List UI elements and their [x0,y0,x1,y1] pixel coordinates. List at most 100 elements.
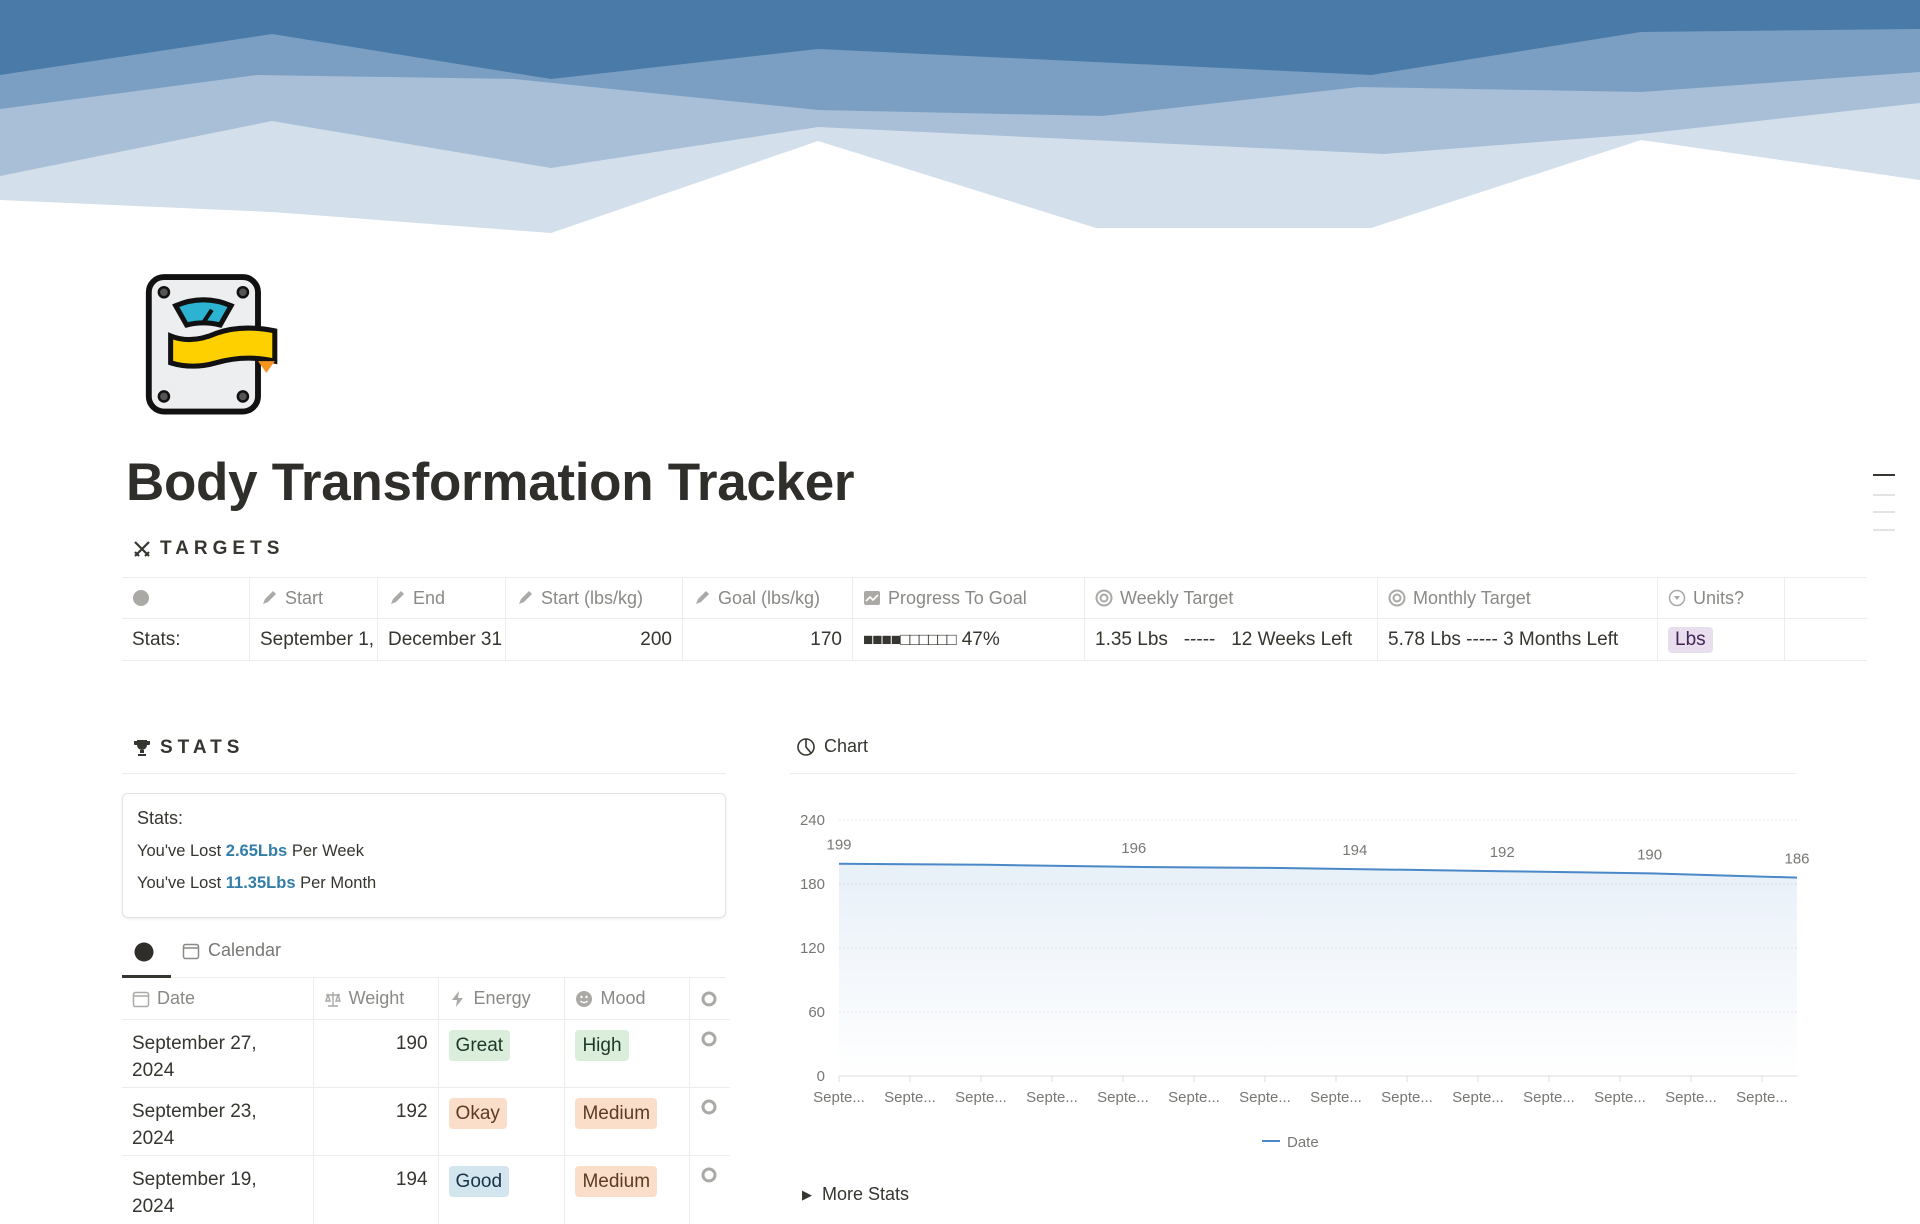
scale-icon [324,990,342,1008]
col-units[interactable]: Units? [1658,578,1785,618]
col-mood[interactable]: Mood [565,978,690,1019]
y-tick-label: 60 [808,1004,825,1021]
energy-cell[interactable]: Great [439,1020,566,1087]
callout-title: Stats: [137,808,711,829]
units[interactable]: Lbs [1658,619,1785,660]
weight-cell[interactable]: 192 [314,1088,439,1155]
units-tag: Lbs [1668,627,1713,653]
x-tick-label: Septe... [1168,1089,1220,1106]
weekly-target: 1.35 Lbs ----- 12 Weeks Left [1085,619,1378,660]
data-label: 192 [1490,844,1515,861]
circle-icon [700,1098,718,1116]
triangle-right-icon: ▶ [802,1187,812,1203]
cover-banner [0,0,1920,240]
weight-cell[interactable]: 194 [314,1156,439,1224]
progress-bar: ■■■■□□□□□□ [863,630,956,650]
more-stats-toggle[interactable]: ▶More Stats [802,1184,909,1205]
col-start-weight[interactable]: Start (lbs/kg) [506,578,683,618]
data-label: 199 [826,837,851,854]
calendar-icon [182,942,200,960]
x-tick-label: Septe... [1523,1089,1575,1106]
start-date[interactable]: September 1, [250,619,378,660]
date-cell[interactable]: September 19, 2024 [122,1156,314,1224]
end-date[interactable]: December 31 [378,619,506,660]
tab-calendar[interactable]: Calendar [182,940,281,961]
targets-heading: TARGETS [132,538,284,560]
y-tick-label: 240 [800,812,825,829]
target-icon [1388,589,1406,607]
date-cell[interactable]: September 23, 2024 [122,1088,314,1155]
scale-tape-icon [132,262,300,430]
target-icon [1095,589,1113,607]
pencil-icon [516,589,534,607]
col-end[interactable]: End [378,578,506,618]
mood-tag: Medium [575,1098,657,1129]
energy-cell[interactable]: Okay [439,1088,566,1155]
pencil-icon [260,589,278,607]
page-title: Body Transformation Tracker [126,452,854,513]
y-tick-label: 180 [800,876,825,893]
row-label[interactable]: Stats: [122,619,250,660]
energy-tag: Great [449,1030,511,1061]
status-dot-icon [132,589,150,607]
data-label: 186 [1784,851,1809,868]
date-cell[interactable]: September 27, 2024 [122,1020,314,1087]
x-tick-label: Septe... [813,1089,865,1106]
legend-label[interactable]: Date [1287,1134,1319,1151]
y-tick-label: 120 [800,940,825,957]
x-tick-label: Septe... [1310,1089,1362,1106]
empty-cell [1785,578,1867,618]
table-row[interactable]: September 23, 2024 192 Okay Medium [122,1088,730,1156]
weight-chart: 060120180240Septe...Septe...Septe...Sept… [780,790,1820,1160]
start-weight[interactable]: 200 [506,619,683,660]
col-monthly-target[interactable]: Monthly Target [1378,578,1658,618]
col-start[interactable]: Start [250,578,378,618]
col-weekly-target[interactable]: Weekly Target [1085,578,1378,618]
toc-line[interactable] [1873,529,1895,531]
mood-cell[interactable]: Medium [565,1156,690,1224]
monthly-loss: You've Lost 11.35Lbs Per Month [137,874,711,893]
x-tick-label: Septe... [1665,1089,1717,1106]
circle-icon [700,1030,718,1048]
chart-heading: Chart [796,736,868,757]
stats-callout: Stats: You've Lost 2.65Lbs Per Week You'… [122,793,726,918]
targets-heading-text: TARGETS [160,538,284,560]
more-cell[interactable] [690,1020,730,1087]
progress-percent: 47% [962,629,1000,651]
circle-icon [700,990,718,1008]
table-row[interactable]: September 27, 2024 190 Great High [122,1020,730,1088]
toc-line[interactable] [1873,494,1895,496]
more-cell[interactable] [690,1156,730,1224]
tab-default[interactable] [122,936,171,978]
weight-cell[interactable]: 190 [314,1020,439,1087]
lightning-icon [449,990,467,1008]
energy-cell[interactable]: Good [439,1156,566,1224]
x-tick-label: Septe... [1736,1089,1788,1106]
col-weight[interactable]: Weight [314,978,439,1019]
mood-cell[interactable]: Medium [565,1088,690,1155]
col-goal-weight[interactable]: Goal (lbs/kg) [683,578,853,618]
toc-line-active[interactable] [1873,474,1895,476]
col-more[interactable] [690,978,730,1019]
col-energy[interactable]: Energy [439,978,566,1019]
crossed-swords-icon [132,539,152,559]
data-label: 190 [1637,846,1662,863]
col-status[interactable] [122,578,250,618]
mood-cell[interactable]: High [565,1020,690,1087]
toc-line[interactable] [1873,511,1895,513]
targets-row[interactable]: Stats: September 1, December 31 200 170 … [122,619,1867,660]
more-cell[interactable] [690,1088,730,1155]
col-progress[interactable]: Progress To Goal [853,578,1085,618]
mood-tag: High [575,1030,628,1061]
pie-chart-icon [796,737,816,757]
smiley-icon [575,990,593,1008]
targets-table: Start End Start (lbs/kg) Goal (lbs/kg) P… [122,577,1867,661]
monthly-target: 5.78 Lbs ----- 3 Months Left [1378,619,1658,660]
goal-weight[interactable]: 170 [683,619,853,660]
col-date[interactable]: Date [122,978,314,1019]
chart-area [839,864,1797,1076]
table-row[interactable]: September 19, 2024 194 Good Medium [122,1156,730,1224]
pencil-icon [388,589,406,607]
x-tick-label: Septe... [1026,1089,1078,1106]
mood-tag: Medium [575,1166,657,1197]
